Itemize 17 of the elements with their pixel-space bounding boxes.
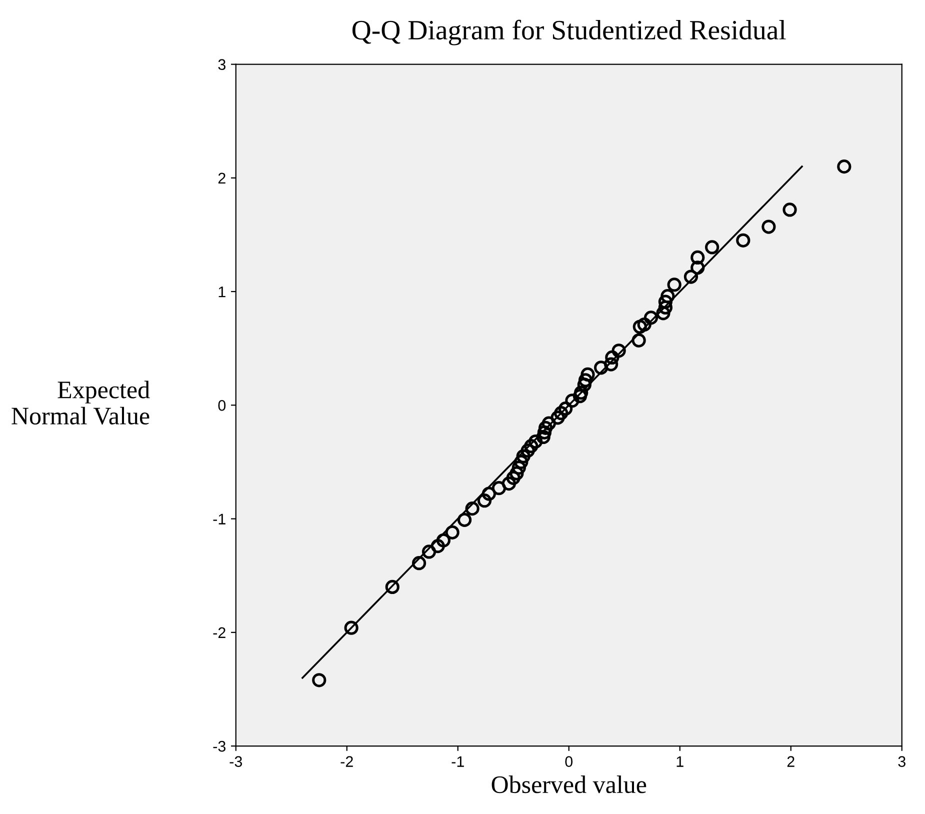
y-tick-label: 0 xyxy=(218,400,226,411)
y-tick-label: 2 xyxy=(218,172,226,184)
chart-title: Q-Q Diagram for Studentized Residual xyxy=(352,20,786,46)
x-tick-label: 3 xyxy=(898,756,906,767)
y-tick-label: -2 xyxy=(213,627,226,638)
x-tick-label: 1 xyxy=(676,756,684,767)
x-tick-label: -3 xyxy=(230,756,242,767)
y-axis-title: Expected Normal Value xyxy=(12,380,150,425)
x-tick-label: -1 xyxy=(452,756,464,767)
y-tick-label: -1 xyxy=(213,514,226,524)
y-tick-label: 1 xyxy=(218,286,226,298)
x-tick-label: 2 xyxy=(787,756,794,767)
x-tick-label: -2 xyxy=(340,756,353,767)
x-axis-title: Observed value xyxy=(492,776,646,794)
y-tick-label: 3 xyxy=(218,59,226,70)
x-tick-label: 0 xyxy=(565,756,573,767)
y-tick-label: -3 xyxy=(213,740,226,752)
